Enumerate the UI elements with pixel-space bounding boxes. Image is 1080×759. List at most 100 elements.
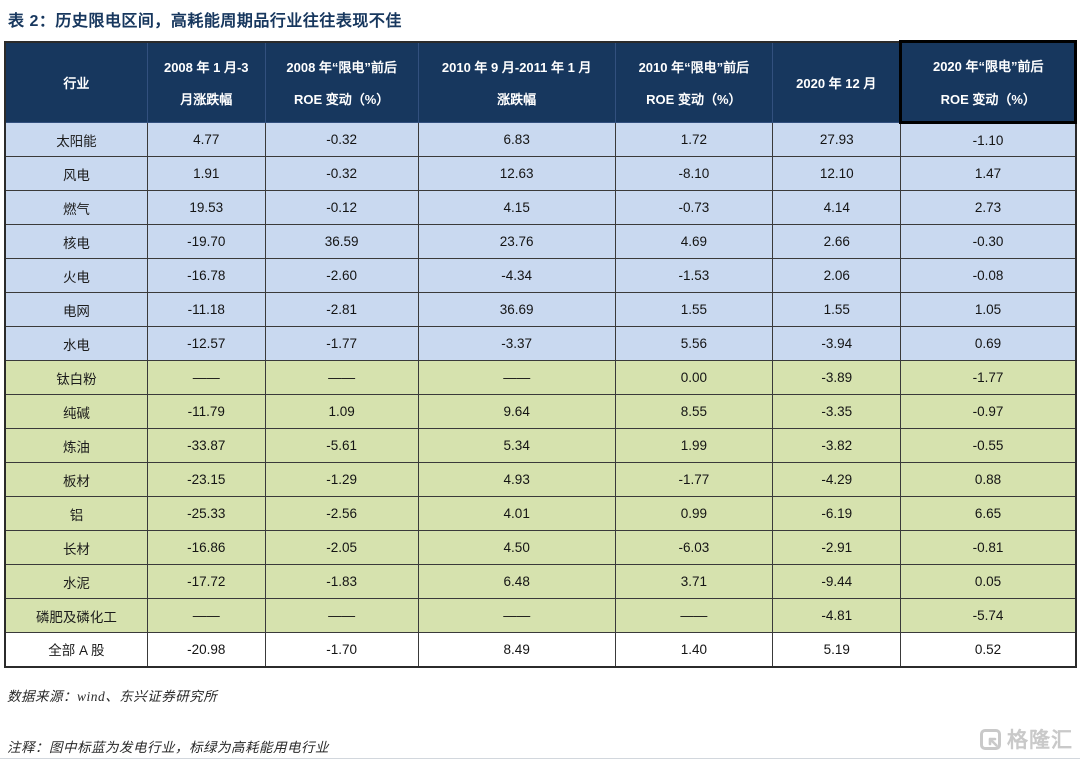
value-cell-gas-chg-2008: 19.53 <box>146 190 266 225</box>
value-cell-refining-roe-2008: -5.61 <box>264 428 419 463</box>
value-cell-wind-power-chg-2008: 1.91 <box>146 156 266 191</box>
header-cell-industry: 行业 <box>4 41 148 123</box>
value-cell-aluminum-dec-2020: -6.19 <box>772 496 902 531</box>
value-cell-wind-power-roe-2008: -0.32 <box>264 156 419 191</box>
data-source-note: 数据来源：wind、东兴证券研究所 <box>7 688 218 704</box>
industry-cell-nuclear: 核电 <box>4 224 148 259</box>
value-cell-wind-power-chg-2010: 12.63 <box>417 156 616 191</box>
value-cell-grid-dec-2020: 1.55 <box>772 292 902 327</box>
value-cell-cement-chg-2008: -17.72 <box>146 564 266 599</box>
table-row-aluminum: 铝 -25.33 -2.56 4.01 0.99 -6.19 6.65 <box>4 496 1076 531</box>
industry-cell-wind-power: 风电 <box>4 156 148 191</box>
value-cell-aluminum-roe-2008: -2.56 <box>264 496 419 531</box>
value-cell-titanium-dioxide-roe-2020: -1.77 <box>900 360 1076 395</box>
header-cell-chg-2010: 2010 年 9 月-2011 年 1 月涨跌幅 <box>417 41 616 123</box>
industry-cell-soda-ash: 纯碱 <box>4 394 148 429</box>
value-cell-cement-roe-2020: 0.05 <box>900 564 1076 599</box>
industry-cell-hydro: 水电 <box>4 326 148 361</box>
value-cell-grid-roe-2020: 1.05 <box>900 292 1076 327</box>
header-cell-roe-2010: 2010 年“限电”前后 ROE 变动（%） <box>614 41 774 123</box>
industry-cell-solar: 太阳能 <box>4 122 148 157</box>
industry-cell-all-a-shares: 全部 A 股 <box>4 632 148 667</box>
table-row-nuclear: 核电 -19.70 36.59 23.76 4.69 2.66 -0.30 <box>4 224 1076 259</box>
value-cell-hydro-roe-2020: 0.69 <box>900 326 1076 361</box>
value-cell-hydro-chg-2008: -12.57 <box>146 326 266 361</box>
table-row-cement: 水泥 -17.72 -1.83 6.48 3.71 -9.44 0.05 <box>4 564 1076 599</box>
value-cell-hydro-roe-2010: 5.56 <box>614 326 774 361</box>
value-cell-phosphate-dec-2020: -4.81 <box>772 598 902 633</box>
value-cell-nuclear-chg-2010: 23.76 <box>417 224 616 259</box>
industry-cell-aluminum: 铝 <box>4 496 148 531</box>
value-cell-phosphate-roe-2008: —— <box>264 598 419 633</box>
value-cell-aluminum-roe-2010: 0.99 <box>614 496 774 531</box>
value-cell-aluminum-chg-2008: -25.33 <box>146 496 266 531</box>
table-row-grid: 电网 -11.18 -2.81 36.69 1.55 1.55 1.05 <box>4 292 1076 327</box>
value-cell-hydro-chg-2010: -3.37 <box>417 326 616 361</box>
watermark-label: 格隆汇 <box>1007 729 1073 752</box>
industry-cell-grid: 电网 <box>4 292 148 327</box>
industry-cell-thermal: 火电 <box>4 258 148 293</box>
value-cell-grid-roe-2008: -2.81 <box>264 292 419 327</box>
value-cell-long-steel-chg-2008: -16.86 <box>146 530 266 565</box>
value-cell-plate-steel-roe-2020: 0.88 <box>900 462 1076 497</box>
value-cell-all-a-shares-chg-2010: 8.49 <box>417 632 616 667</box>
table-body: 太阳能 4.77 -0.32 6.83 1.72 27.93 -1.10 风电 1.91 -0.3… <box>4 122 1076 667</box>
value-cell-long-steel-roe-2010: -6.03 <box>614 530 774 565</box>
value-cell-solar-dec-2020: 27.93 <box>772 122 902 157</box>
value-cell-long-steel-chg-2010: 4.50 <box>417 530 616 565</box>
table-row-all-a-shares: 全部 A 股 -20.98 -1.70 8.49 1.40 5.19 0.52 <box>4 632 1076 667</box>
value-cell-refining-roe-2020: -0.55 <box>900 428 1076 463</box>
value-cell-titanium-dioxide-dec-2020: -3.89 <box>772 360 902 395</box>
value-cell-grid-chg-2008: -11.18 <box>146 292 266 327</box>
value-cell-all-a-shares-dec-2020: 5.19 <box>772 632 902 667</box>
value-cell-thermal-roe-2010: -1.53 <box>614 258 774 293</box>
value-cell-soda-ash-roe-2008: 1.09 <box>264 394 419 429</box>
value-cell-cement-roe-2010: 3.71 <box>614 564 774 599</box>
industry-cell-plate-steel: 板材 <box>4 462 148 497</box>
value-cell-all-a-shares-roe-2008: -1.70 <box>264 632 419 667</box>
value-cell-refining-dec-2020: -3.82 <box>772 428 902 463</box>
value-cell-titanium-dioxide-chg-2008: —— <box>146 360 266 395</box>
value-cell-nuclear-roe-2020: -0.30 <box>900 224 1076 259</box>
value-cell-solar-roe-2020: -1.10 <box>900 122 1076 157</box>
value-cell-soda-ash-roe-2020: -0.97 <box>900 394 1076 429</box>
value-cell-gas-dec-2020: 4.14 <box>772 190 902 225</box>
value-cell-refining-chg-2010: 5.34 <box>417 428 616 463</box>
industry-cell-gas: 燃气 <box>4 190 148 225</box>
value-cell-soda-ash-chg-2008: -11.79 <box>146 394 266 429</box>
value-cell-aluminum-roe-2020: 6.65 <box>900 496 1076 531</box>
table-row-hydro: 水电 -12.57 -1.77 -3.37 5.56 -3.94 0.69 <box>4 326 1076 361</box>
value-cell-nuclear-roe-2008: 36.59 <box>264 224 419 259</box>
value-cell-soda-ash-dec-2020: -3.35 <box>772 394 902 429</box>
value-cell-cement-roe-2008: -1.83 <box>264 564 419 599</box>
header-cell-dec-2020: 2020 年 12 月 <box>772 41 902 123</box>
value-cell-titanium-dioxide-roe-2010: 0.00 <box>614 360 774 395</box>
value-cell-solar-roe-2010: 1.72 <box>614 122 774 157</box>
value-cell-thermal-chg-2010: -4.34 <box>417 258 616 293</box>
value-cell-refining-chg-2008: -33.87 <box>146 428 266 463</box>
header-cell-roe-2008: 2008 年“限电”前后 ROE 变动（%） <box>264 41 419 123</box>
value-cell-refining-roe-2010: 1.99 <box>614 428 774 463</box>
table-row-refining: 炼油 -33.87 -5.61 5.34 1.99 -3.82 -0.55 <box>4 428 1076 463</box>
value-cell-wind-power-roe-2010: -8.10 <box>614 156 774 191</box>
table-row-thermal: 火电 -16.78 -2.60 -4.34 -1.53 2.06 -0.08 <box>4 258 1076 293</box>
industry-cell-long-steel: 长材 <box>4 530 148 565</box>
value-cell-aluminum-chg-2010: 4.01 <box>417 496 616 531</box>
value-cell-plate-steel-roe-2008: -1.29 <box>264 462 419 497</box>
value-cell-plate-steel-roe-2010: -1.77 <box>614 462 774 497</box>
gelonghui-watermark: 格隆汇 <box>978 724 1073 754</box>
value-cell-thermal-chg-2008: -16.78 <box>146 258 266 293</box>
value-cell-gas-roe-2008: -0.12 <box>264 190 419 225</box>
header-cell-chg-2008: 2008 年 1 月-3 月涨跌幅 <box>146 41 266 123</box>
value-cell-nuclear-dec-2020: 2.66 <box>772 224 902 259</box>
value-cell-grid-roe-2010: 1.55 <box>614 292 774 327</box>
value-cell-phosphate-roe-2010: —— <box>614 598 774 633</box>
value-cell-hydro-roe-2008: -1.77 <box>264 326 419 361</box>
value-cell-soda-ash-chg-2010: 9.64 <box>417 394 616 429</box>
value-cell-gas-chg-2010: 4.15 <box>417 190 616 225</box>
value-cell-gas-roe-2020: 2.73 <box>900 190 1076 225</box>
table-row-plate-steel: 板材 -23.15 -1.29 4.93 -1.77 -4.29 0.88 <box>4 462 1076 497</box>
value-cell-solar-roe-2008: -0.32 <box>264 122 419 157</box>
table-row-gas: 燃气 19.53 -0.12 4.15 -0.73 4.14 2.73 <box>4 190 1076 225</box>
value-cell-wind-power-dec-2020: 12.10 <box>772 156 902 191</box>
